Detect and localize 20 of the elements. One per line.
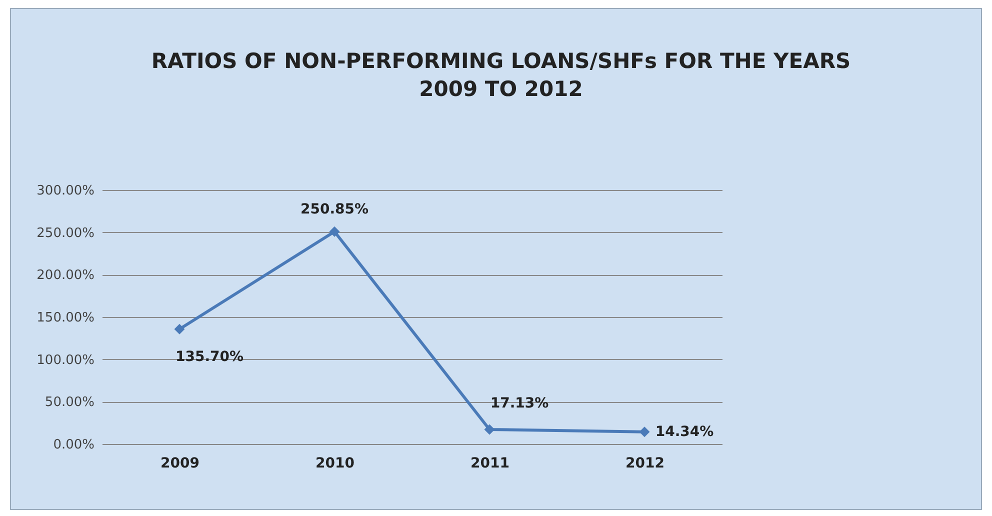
point — [639, 426, 650, 438]
data-label: 17.13% — [490, 395, 549, 412]
point — [329, 226, 340, 237]
data-label: 135.70% — [175, 349, 244, 366]
y-tick-label: 100.00% — [36, 352, 94, 368]
x-tick-label: 2010 — [316, 456, 355, 472]
chart-title: RATIOS OF NON-PERFORMING LOANS/SHFs FOR THE YEARS 2009 TO 2012 — [150, 48, 852, 103]
data-label: 14.34% — [655, 424, 714, 440]
x-tick-label: 2011 — [470, 456, 510, 472]
y-tick-label: 250.00% — [36, 226, 94, 241]
point — [484, 424, 495, 435]
y-tick-label: 150.00% — [36, 310, 94, 326]
x-tick-label: 2009 — [160, 456, 200, 472]
y-tick-label: 200.00% — [36, 268, 94, 284]
x-tick-label: 2012 — [626, 456, 664, 472]
data-label: 250.85% — [300, 202, 369, 218]
y-tick-label: 50.00% — [44, 395, 94, 410]
y-tick-label: 300.00% — [36, 184, 94, 198]
y-tick-label: 0.00% — [53, 438, 94, 452]
point — [174, 324, 185, 334]
